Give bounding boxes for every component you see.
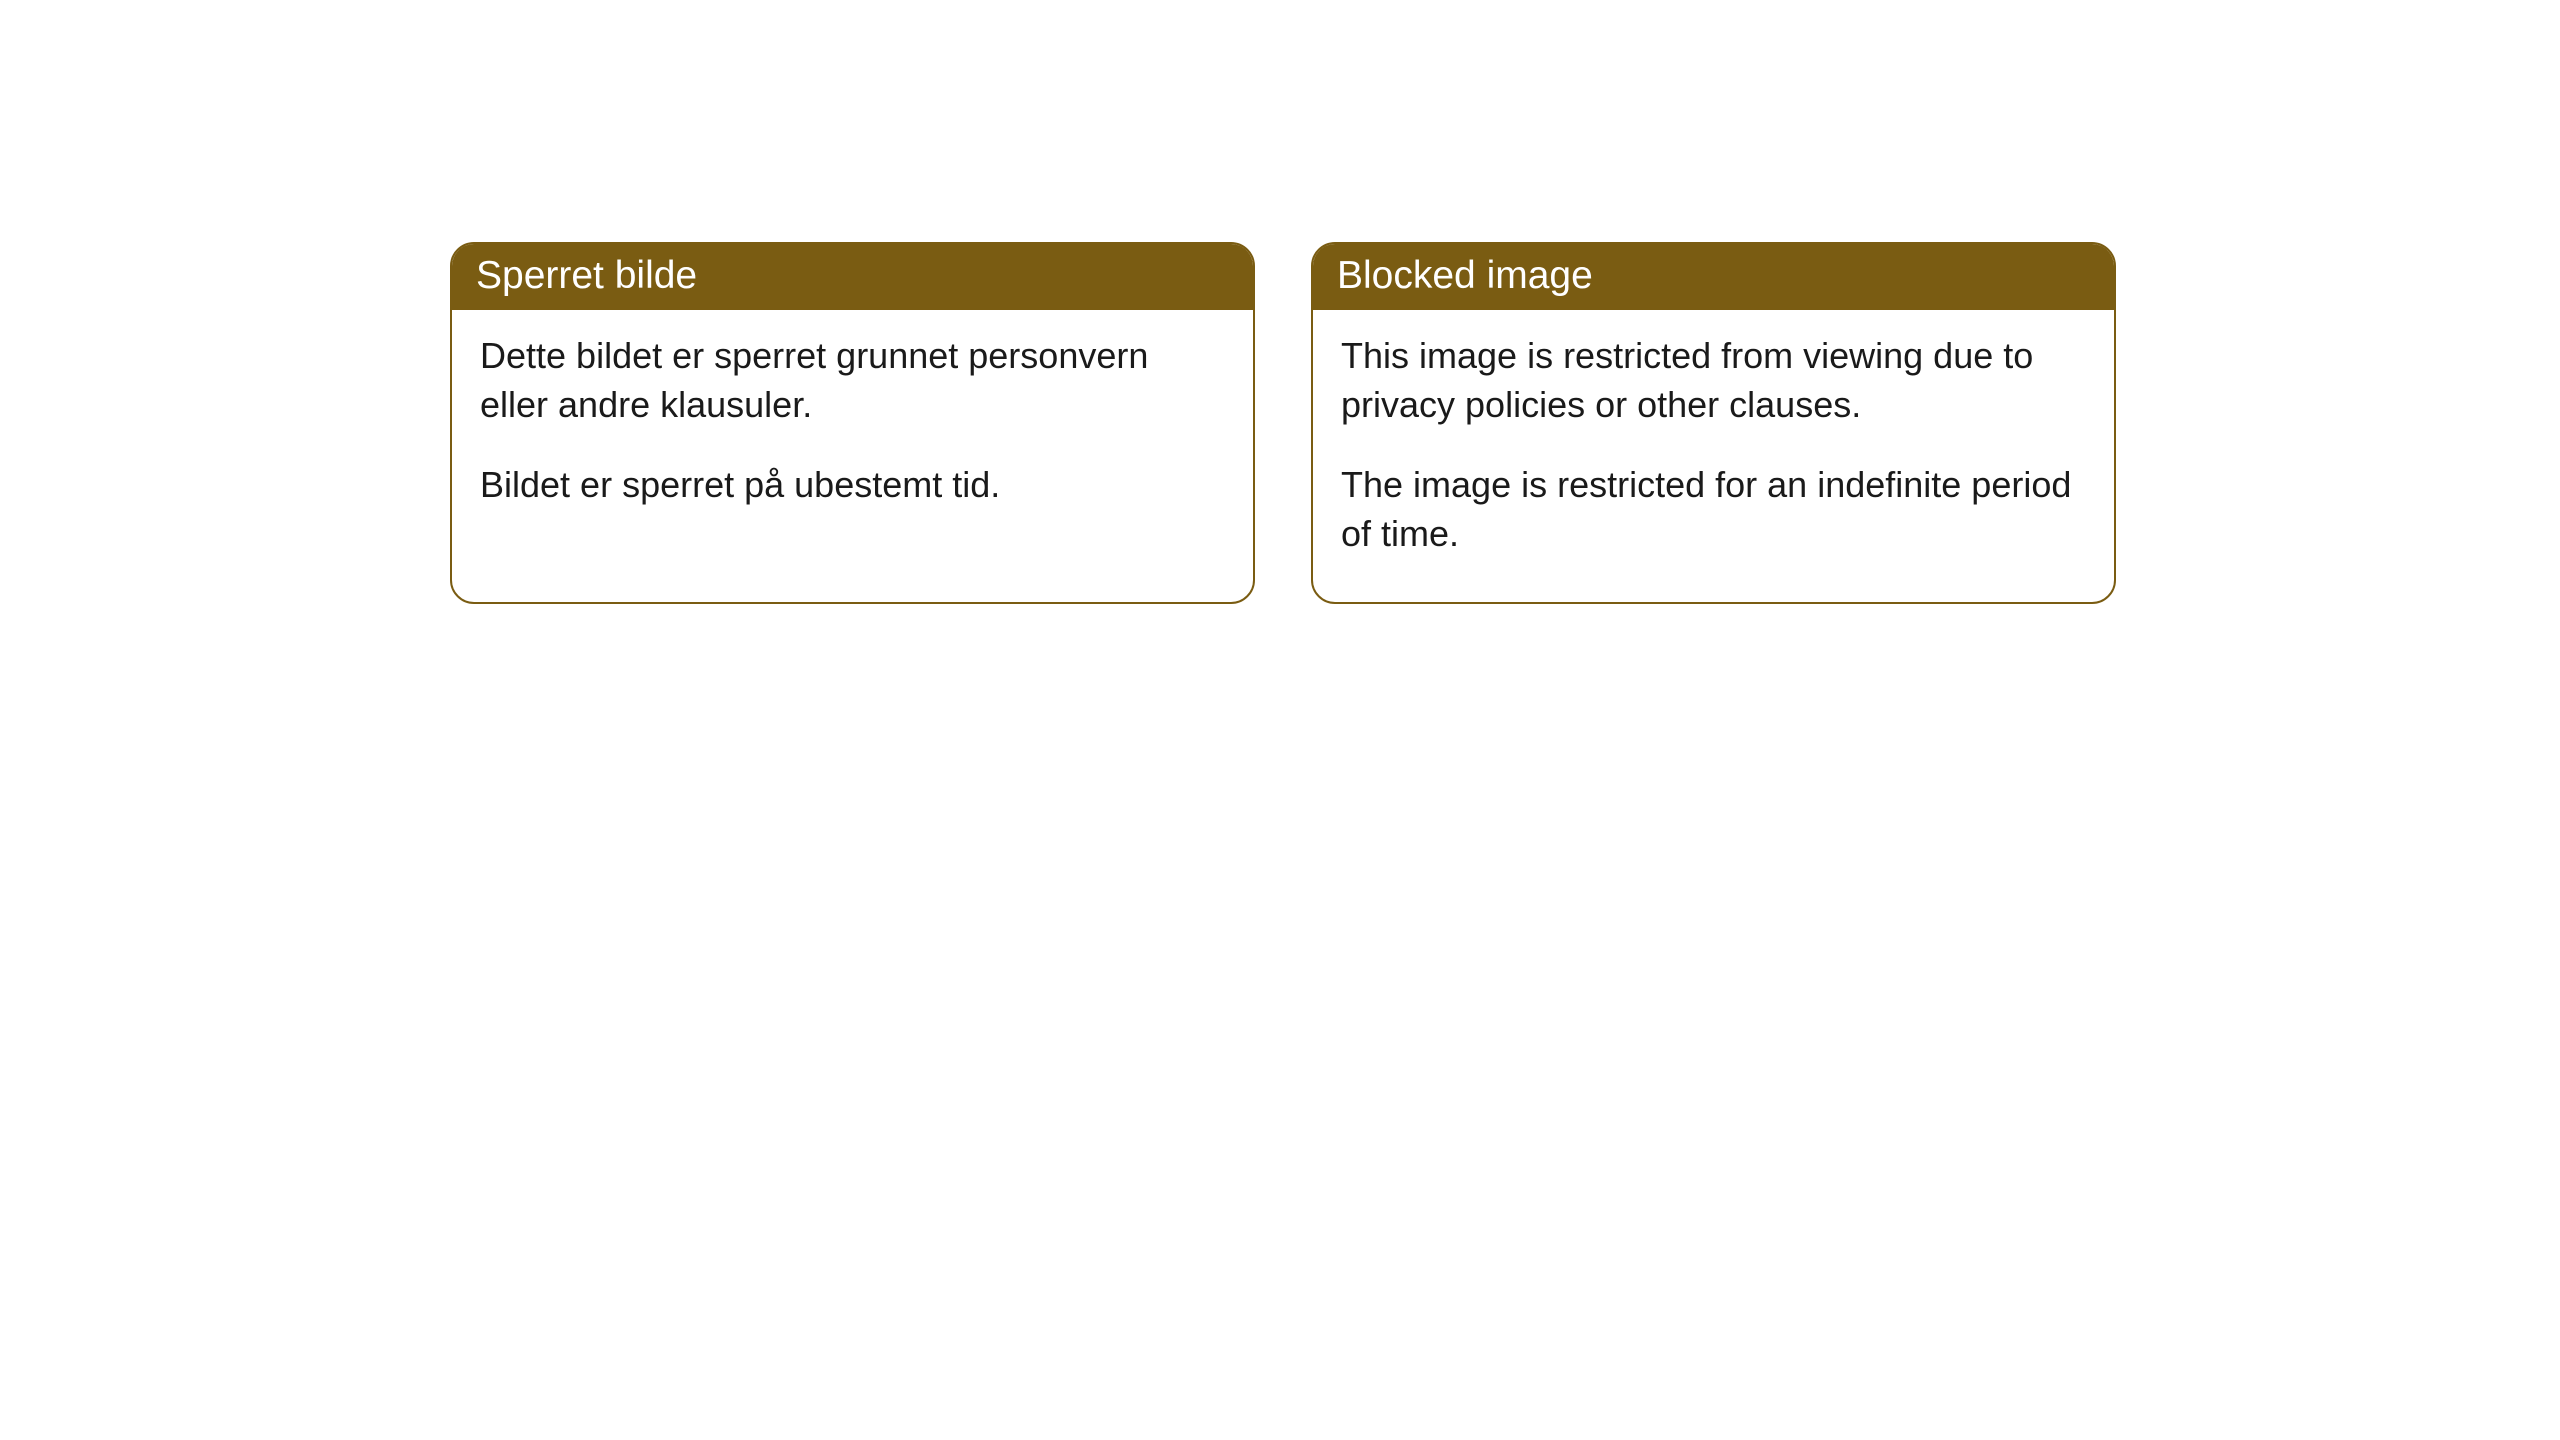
card-body-norwegian: Dette bildet er sperret grunnet personve… [452, 310, 1253, 554]
card-norwegian: Sperret bilde Dette bildet er sperret gr… [450, 242, 1255, 604]
card-paragraph: Dette bildet er sperret grunnet personve… [480, 332, 1225, 429]
card-title: Sperret bilde [476, 254, 697, 297]
card-paragraph: Bildet er sperret på ubestemt tid. [480, 461, 1225, 510]
card-title: Blocked image [1337, 254, 1593, 297]
card-paragraph: This image is restricted from viewing du… [1341, 332, 2086, 429]
card-header-english: Blocked image [1313, 244, 2114, 310]
cards-container: Sperret bilde Dette bildet er sperret gr… [450, 242, 2116, 604]
card-paragraph: The image is restricted for an indefinit… [1341, 461, 2086, 558]
card-header-norwegian: Sperret bilde [452, 244, 1253, 310]
card-english: Blocked image This image is restricted f… [1311, 242, 2116, 604]
card-body-english: This image is restricted from viewing du… [1313, 310, 2114, 602]
